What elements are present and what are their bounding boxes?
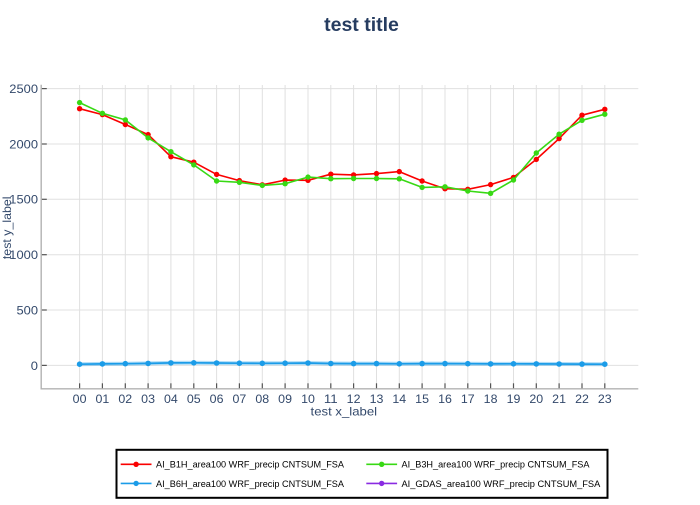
svg-text:11: 11 bbox=[324, 393, 338, 406]
svg-text:1000: 1000 bbox=[9, 249, 38, 262]
svg-text:test y_label: test y_label bbox=[0, 196, 14, 259]
svg-text:17: 17 bbox=[461, 393, 475, 406]
svg-text:20: 20 bbox=[529, 393, 543, 406]
svg-text:05: 05 bbox=[187, 393, 201, 406]
svg-text:22: 22 bbox=[575, 393, 589, 406]
svg-text:19: 19 bbox=[507, 393, 521, 406]
svg-text:2000: 2000 bbox=[9, 138, 38, 151]
svg-text:16: 16 bbox=[438, 393, 452, 406]
svg-text:10: 10 bbox=[301, 393, 315, 406]
svg-text:18: 18 bbox=[484, 393, 498, 406]
svg-text:00: 00 bbox=[73, 393, 87, 406]
svg-text:test title: test title bbox=[324, 14, 399, 36]
svg-text:500: 500 bbox=[17, 304, 39, 317]
svg-text:21: 21 bbox=[552, 393, 566, 406]
svg-text:23: 23 bbox=[598, 393, 612, 406]
svg-text:01: 01 bbox=[96, 393, 110, 406]
svg-text:test x_label: test x_label bbox=[311, 404, 378, 418]
svg-text:14: 14 bbox=[392, 393, 406, 406]
svg-text:AI_GDAS_area100 WRF_precip CNT: AI_GDAS_area100 WRF_precip CNTSUM_FSA bbox=[402, 479, 601, 490]
svg-text:03: 03 bbox=[141, 393, 155, 406]
svg-text:2500: 2500 bbox=[9, 83, 38, 96]
svg-text:07: 07 bbox=[233, 393, 247, 406]
svg-text:12: 12 bbox=[347, 393, 361, 406]
svg-text:AI_B1H_area100 WRF_precip CNTS: AI_B1H_area100 WRF_precip CNTSUM_FSA bbox=[156, 460, 345, 471]
svg-text:08: 08 bbox=[255, 393, 269, 406]
svg-text:13: 13 bbox=[370, 393, 384, 406]
svg-text:15: 15 bbox=[415, 393, 429, 406]
svg-text:09: 09 bbox=[278, 393, 292, 406]
svg-text:AI_B6H_area100 WRF_precip CNTS: AI_B6H_area100 WRF_precip CNTSUM_FSA bbox=[156, 479, 345, 490]
svg-text:04: 04 bbox=[164, 393, 178, 406]
svg-text:1500: 1500 bbox=[9, 194, 38, 207]
svg-text:06: 06 bbox=[210, 393, 224, 406]
svg-text:AI_B3H_area100 WRF_precip CNTS: AI_B3H_area100 WRF_precip CNTSUM_FSA bbox=[402, 460, 591, 471]
svg-text:0: 0 bbox=[31, 360, 38, 373]
svg-text:02: 02 bbox=[118, 393, 132, 406]
